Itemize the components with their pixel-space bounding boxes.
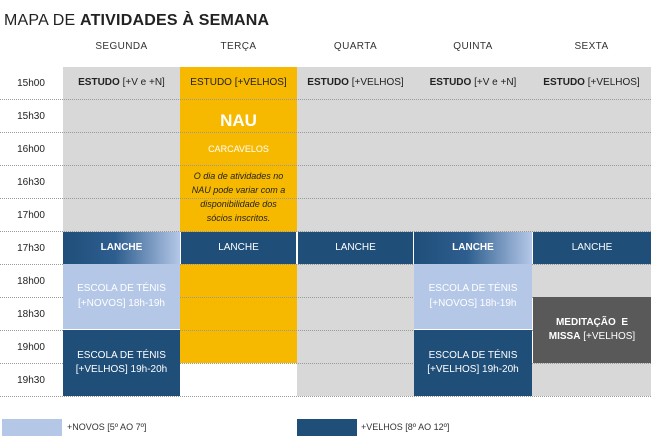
row-separator (0, 297, 651, 298)
title-prefix: MAPA DE (4, 12, 80, 29)
meditacao-title: MEDITAÇÃO E (555, 316, 629, 328)
terca-evening-block (180, 264, 297, 363)
estudo-label: ESTUDO (543, 76, 585, 88)
lanche-terca: LANCHE (181, 232, 296, 264)
estudo-group: [+V e +N] (119, 76, 165, 88)
time-label: 16h30 (17, 177, 45, 188)
estudo-label: ESTUDO [+VELHOS] (190, 76, 287, 88)
tenis-novos-quinta: ESCOLA DE TÉNIS [+NOVOS] 18h-19h (414, 264, 532, 329)
bg-quinta-top (414, 67, 532, 232)
bg-segunda-top (63, 67, 180, 232)
estudo-terca: ESTUDO [+VELHOS] (180, 67, 297, 99)
legend-label-novos: +NOVOS [5º AO 7º] (67, 422, 147, 432)
missa-label: MISSA (548, 331, 581, 342)
nau-block (180, 67, 297, 232)
legend-label-velhos: +VELHOS [8º AO 12º] (361, 422, 450, 432)
lanche-quinta: LANCHE (414, 232, 532, 264)
tenis-group: [+VELHOS] 19h-20h (75, 364, 168, 375)
nau-note: O dia de atividades no NAU pode variar c… (191, 171, 286, 223)
time-label: 18h00 (17, 276, 45, 287)
time-label: 19h30 (17, 375, 45, 386)
row-separator (0, 363, 651, 364)
estudo-group: [+V e +N] (471, 76, 517, 88)
bg-sexta-19h30 (532, 363, 651, 396)
day-header-sexta: SEXTA (574, 41, 609, 52)
page-title: MAPA DE ATIVIDADES À SEMANA (4, 12, 269, 30)
estudo-label: ESTUDO (429, 76, 472, 88)
lanche-quarta: LANCHE (298, 232, 413, 264)
day-header-terca: TERÇA (220, 41, 257, 52)
row-separator (0, 231, 651, 232)
time-label: 17h00 (17, 210, 45, 221)
row-separator (0, 165, 651, 166)
row-separator (0, 99, 651, 100)
row-separator (0, 132, 651, 133)
estudo-sexta: ESTUDO [+VELHOS] (532, 67, 651, 99)
estudo-quinta: ESTUDO [+V e +N] (414, 67, 532, 99)
day-header-segunda: SEGUNDA (95, 41, 148, 52)
tenis-velhos-segunda: ESCOLA DE TÉNIS [+VELHOS] 19h-20h (63, 330, 180, 396)
missa-group: [+VELHOS] (580, 331, 636, 342)
nau-place: CARCAVELOS (208, 144, 269, 155)
time-label: 19h00 (17, 342, 45, 353)
lanche-sexta: LANCHE (533, 232, 651, 264)
legend-swatch-velhos (297, 419, 357, 436)
row-separator (0, 198, 651, 199)
tenis-group: [+NOVOS] 18h-19h (78, 297, 165, 309)
bg-sexta-top (532, 67, 651, 232)
tenis-title: ESCOLA DE TÉNIS (428, 283, 518, 294)
estudo-group: [+VELHOS] (348, 76, 404, 88)
estudo-quarta: ESTUDO [+VELHOS] (297, 67, 414, 99)
legend-swatch-novos (2, 419, 62, 436)
bg-sexta-18h (532, 264, 651, 297)
estudo-segunda: ESTUDO [+V e +N] (63, 67, 180, 99)
estudo-label: ESTUDO (307, 76, 349, 88)
tenis-group: [+NOVOS] 18h-19h (429, 297, 517, 309)
title-bold: ATIVIDADES À SEMANA (80, 12, 270, 29)
tenis-velhos-quinta: ESCOLA DE TÉNIS [+VELHOS] 19h-20h (414, 330, 532, 396)
time-label: 18h30 (17, 309, 45, 320)
nau-title: NAU (220, 110, 257, 130)
tenis-novos-segunda: ESCOLA DE TÉNIS [+NOVOS] 18h-19h (63, 264, 180, 329)
time-label: 15h30 (17, 111, 45, 122)
tenis-title: ESCOLA DE TÉNIS (428, 349, 518, 361)
meditacao-missa-sexta: MEDITAÇÃO E MISSA [+VELHOS] (533, 297, 651, 363)
row-separator (0, 396, 651, 397)
bg-quarta-top (297, 67, 414, 232)
time-label: 15h00 (17, 78, 45, 89)
tenis-title: ESCOLA DE TÉNIS (77, 349, 166, 361)
tenis-title: ESCOLA DE TÉNIS (77, 283, 166, 294)
row-separator (0, 264, 651, 265)
estudo-label: ESTUDO (78, 76, 120, 88)
row-separator (0, 330, 651, 331)
day-header-quinta: QUINTA (453, 41, 493, 52)
estudo-group: [+VELHOS] (584, 76, 640, 88)
time-label: 17h30 (17, 243, 45, 254)
time-label: 16h00 (17, 144, 45, 155)
tenis-group: [+VELHOS] 19h-20h (427, 364, 519, 375)
lanche-segunda: LANCHE (63, 232, 180, 264)
day-header-quarta: QUARTA (333, 41, 378, 52)
